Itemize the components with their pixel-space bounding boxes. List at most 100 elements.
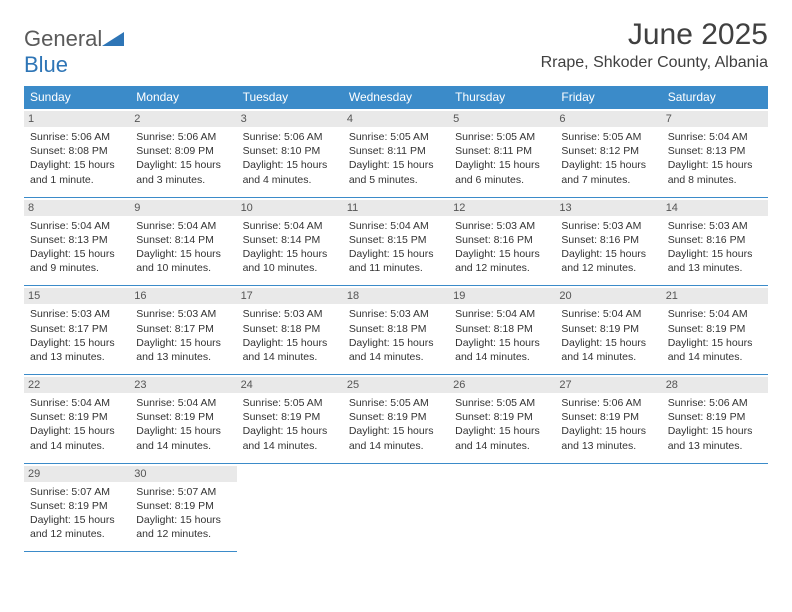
calendar-cell: 30Sunrise: 5:07 AMSunset: 8:19 PMDayligh…	[130, 463, 236, 552]
calendar-cell: 1Sunrise: 5:06 AMSunset: 8:08 PMDaylight…	[24, 109, 130, 198]
day-number: 15	[24, 288, 130, 304]
day-number: 18	[343, 288, 449, 304]
daylight-text: Daylight: 15 hours and 8 minutes.	[668, 158, 762, 186]
daylight-text: Daylight: 15 hours and 13 minutes.	[561, 424, 655, 452]
day-number: 13	[555, 200, 661, 216]
daylight-text: Daylight: 15 hours and 6 minutes.	[455, 158, 549, 186]
sunset-text: Sunset: 8:16 PM	[561, 233, 655, 247]
sunset-text: Sunset: 8:14 PM	[243, 233, 337, 247]
sunset-text: Sunset: 8:16 PM	[668, 233, 762, 247]
sunset-text: Sunset: 8:18 PM	[349, 322, 443, 336]
daylight-text: Daylight: 15 hours and 12 minutes.	[136, 513, 230, 541]
sunset-text: Sunset: 8:11 PM	[455, 144, 549, 158]
daylight-text: Daylight: 15 hours and 14 minutes.	[243, 424, 337, 452]
daylight-text: Daylight: 15 hours and 13 minutes.	[136, 336, 230, 364]
sunset-text: Sunset: 8:13 PM	[668, 144, 762, 158]
daylight-text: Daylight: 15 hours and 14 minutes.	[243, 336, 337, 364]
day-number: 11	[343, 200, 449, 216]
daylight-text: Daylight: 15 hours and 3 minutes.	[136, 158, 230, 186]
calendar-cell: 7 Sunrise: 5:04 AMSunset: 8:13 PMDaylight…	[662, 109, 768, 198]
weekday-header: Wednesday	[343, 86, 449, 109]
sunrise-text: Sunrise: 5:04 AM	[136, 396, 230, 410]
day-number: 25	[343, 377, 449, 393]
day-number: 10	[237, 200, 343, 216]
daylight-text: Daylight: 15 hours and 4 minutes.	[243, 158, 337, 186]
daylight-text: Daylight: 15 hours and 14 minutes.	[349, 336, 443, 364]
sunrise-text: Sunrise: 5:03 AM	[668, 219, 762, 233]
calendar-cell: 4 Sunrise: 5:05 AMSunset: 8:11 PMDaylight…	[343, 109, 449, 198]
calendar-row: 1Sunrise: 5:06 AMSunset: 8:08 PMDaylight…	[24, 109, 768, 198]
weekday-header: Thursday	[449, 86, 555, 109]
day-number: 1	[24, 111, 130, 127]
calendar-cell: 2Sunrise: 5:06 AMSunset: 8:09 PMDaylight…	[130, 109, 236, 198]
daylight-text: Daylight: 15 hours and 14 minutes.	[136, 424, 230, 452]
calendar-cell: 26Sunrise: 5:05 AMSunset: 8:19 PMDayligh…	[449, 375, 555, 464]
calendar-cell: 27Sunrise: 5:06 AMSunset: 8:19 PMDayligh…	[555, 375, 661, 464]
day-number: 29	[24, 466, 130, 482]
day-number: 23	[130, 377, 236, 393]
sunrise-text: Sunrise: 5:04 AM	[30, 219, 124, 233]
sunset-text: Sunset: 8:17 PM	[136, 322, 230, 336]
sunset-text: Sunset: 8:19 PM	[561, 322, 655, 336]
calendar-cell: 19 Sunrise: 5:04 AMSunset: 8:18 PMDayligh…	[449, 286, 555, 375]
calendar-cell	[343, 463, 449, 552]
day-number: 19	[449, 288, 555, 304]
sunrise-text: Sunrise: 5:03 AM	[136, 307, 230, 321]
day-number: 2	[130, 111, 236, 127]
sunrise-text: Sunrise: 5:07 AM	[30, 485, 124, 499]
day-number: 7	[662, 111, 768, 127]
sunrise-text: Sunrise: 5:05 AM	[349, 130, 443, 144]
day-number: 12	[449, 200, 555, 216]
daylight-text: Daylight: 15 hours and 14 minutes.	[561, 336, 655, 364]
sunrise-text: Sunrise: 5:03 AM	[243, 307, 337, 321]
calendar-cell: 14Sunrise: 5:03 AMSunset: 8:16 PMDayligh…	[662, 197, 768, 286]
daylight-text: Daylight: 15 hours and 11 minutes.	[349, 247, 443, 275]
daylight-text: Daylight: 15 hours and 7 minutes.	[561, 158, 655, 186]
sunrise-text: Sunrise: 5:04 AM	[561, 307, 655, 321]
weekday-header: Friday	[555, 86, 661, 109]
day-number: 28	[662, 377, 768, 393]
sunrise-text: Sunrise: 5:05 AM	[455, 396, 549, 410]
sunset-text: Sunset: 8:19 PM	[243, 410, 337, 424]
calendar-cell: 24 Sunrise: 5:05 AMSunset: 8:19 PMDayligh…	[237, 375, 343, 464]
sunset-text: Sunset: 8:19 PM	[30, 499, 124, 513]
calendar-cell	[662, 463, 768, 552]
sunrise-text: Sunrise: 5:05 AM	[455, 130, 549, 144]
sunset-text: Sunset: 8:17 PM	[30, 322, 124, 336]
day-number: 4	[343, 111, 449, 127]
sunset-text: Sunset: 8:11 PM	[349, 144, 443, 158]
daylight-text: Daylight: 15 hours and 14 minutes.	[455, 336, 549, 364]
day-number: 3	[237, 111, 343, 127]
logo-triangle-icon	[102, 30, 124, 46]
calendar-cell: 10Sunrise: 5:04 AMSunset: 8:14 PMDayligh…	[237, 197, 343, 286]
daylight-text: Daylight: 15 hours and 12 minutes.	[455, 247, 549, 275]
calendar-cell	[555, 463, 661, 552]
calendar-cell: 25Sunrise: 5:05 AMSunset: 8:19 PMDayligh…	[343, 375, 449, 464]
sunset-text: Sunset: 8:19 PM	[668, 410, 762, 424]
calendar-cell: 28Sunrise: 5:06 AMSunset: 8:19 PMDayligh…	[662, 375, 768, 464]
calendar-cell: 17Sunrise: 5:03 AMSunset: 8:18 PMDayligh…	[237, 286, 343, 375]
logo-word1: General	[24, 26, 102, 51]
daylight-text: Daylight: 15 hours and 10 minutes.	[136, 247, 230, 275]
calendar-row: 29 Sunrise: 5:07 AMSunset: 8:19 PM Dayligh…	[24, 463, 768, 552]
sunset-text: Sunset: 8:18 PM	[455, 322, 549, 336]
calendar-cell: 6Sunrise: 5:05 AMSunset: 8:12 PMDaylight…	[555, 109, 661, 198]
day-number: 27	[555, 377, 661, 393]
sunrise-text: Sunrise: 5:05 AM	[243, 396, 337, 410]
sunset-text: Sunset: 8:18 PM	[243, 322, 337, 336]
sunset-text: Sunset: 8:09 PM	[136, 144, 230, 158]
daylight-text: Daylight: 15 hours and 5 minutes.	[349, 158, 443, 186]
calendar-table: Sunday Monday Tuesday Wednesday Thursday…	[24, 86, 768, 552]
sunrise-text: Sunrise: 5:04 AM	[668, 130, 762, 144]
sunrise-text: Sunrise: 5:03 AM	[30, 307, 124, 321]
sunset-text: Sunset: 8:19 PM	[349, 410, 443, 424]
sunset-text: Sunset: 8:19 PM	[668, 322, 762, 336]
calendar-row: 8Sunrise: 5:04 AMSunset: 8:13 PMDaylight…	[24, 197, 768, 286]
sunrise-text: Sunrise: 5:06 AM	[243, 130, 337, 144]
calendar-cell: 16Sunrise: 5:03 AMSunset: 8:17 PMDayligh…	[130, 286, 236, 375]
day-number: 24	[237, 377, 343, 393]
sunset-text: Sunset: 8:12 PM	[561, 144, 655, 158]
logo-text: General Blue	[24, 26, 124, 78]
daylight-text: Daylight: 15 hours and 14 minutes.	[349, 424, 443, 452]
sunrise-text: Sunrise: 5:04 AM	[455, 307, 549, 321]
